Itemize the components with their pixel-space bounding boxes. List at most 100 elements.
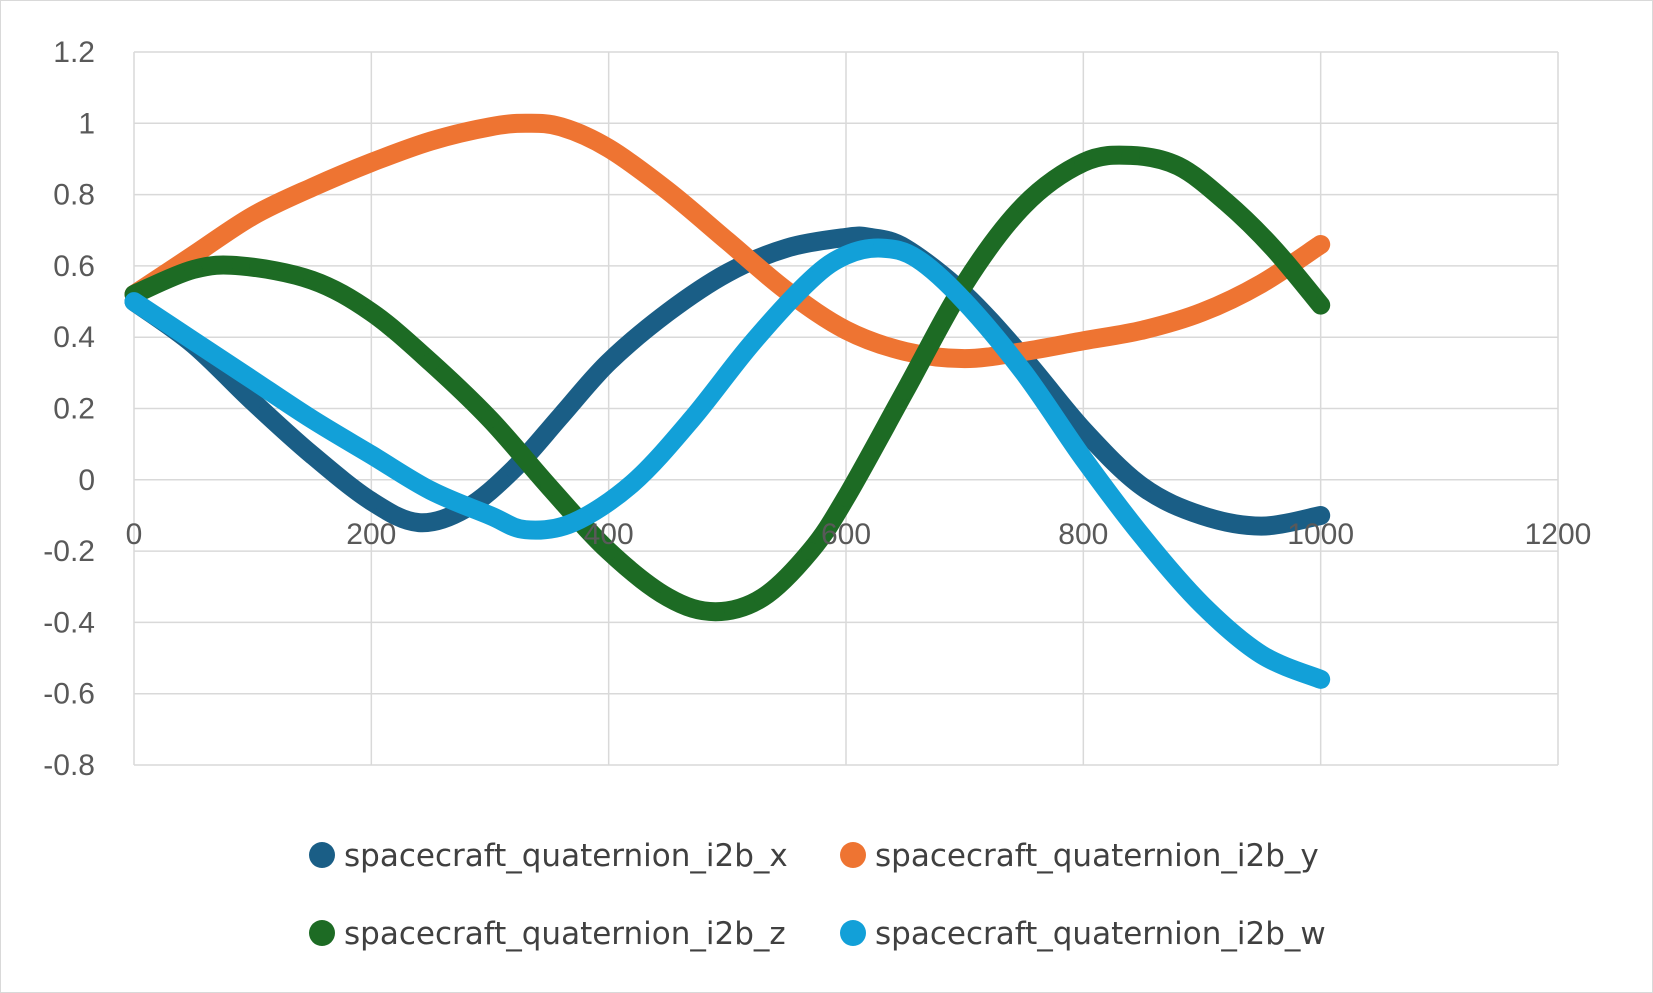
data-point xyxy=(1074,420,1093,439)
data-point xyxy=(1193,506,1211,525)
data-point xyxy=(1133,321,1152,340)
data-point xyxy=(540,477,559,496)
data-point xyxy=(896,342,915,361)
y-tick-label: 0.6 xyxy=(53,250,95,283)
gridlines xyxy=(133,51,1559,766)
data-point xyxy=(742,335,761,354)
data-point xyxy=(1252,274,1271,293)
data-point xyxy=(837,321,855,340)
data-point xyxy=(409,513,428,532)
data-point xyxy=(837,488,855,507)
data-point xyxy=(303,178,321,197)
data-point xyxy=(516,114,535,133)
data-point xyxy=(837,228,855,247)
y-tick-label: 1 xyxy=(78,107,95,140)
data-point xyxy=(623,474,642,493)
data-point xyxy=(362,445,381,464)
legend-item: spacecraft_quaternion_i2b_y xyxy=(840,838,1319,874)
data-point xyxy=(564,513,583,532)
data-point xyxy=(801,271,820,290)
data-point xyxy=(1074,153,1093,172)
data-point xyxy=(303,445,321,464)
data-point xyxy=(243,370,262,389)
legend-item: spacecraft_quaternion_i2b_z xyxy=(309,916,786,952)
series-lines xyxy=(124,113,1331,689)
data-point xyxy=(362,492,381,511)
data-point xyxy=(659,182,677,201)
data-point xyxy=(659,303,677,322)
data-point xyxy=(659,588,677,607)
data-point xyxy=(872,239,891,258)
data-point xyxy=(303,271,321,290)
data-point xyxy=(184,331,203,350)
data-point xyxy=(1311,296,1330,315)
data-point xyxy=(1193,303,1211,322)
data-point xyxy=(682,410,701,429)
data-point xyxy=(1264,239,1283,258)
data-point xyxy=(599,542,618,561)
y-tick-label: 0.4 xyxy=(53,321,95,354)
data-point xyxy=(1015,363,1033,382)
legend-marker xyxy=(309,920,335,946)
data-point xyxy=(1074,331,1093,350)
data-point xyxy=(421,132,440,151)
data-point xyxy=(243,392,262,411)
data-point xyxy=(303,410,321,429)
data-point xyxy=(1169,157,1188,176)
data-point xyxy=(362,303,381,322)
data-point xyxy=(1015,196,1033,215)
legend-marker xyxy=(840,842,866,868)
data-point xyxy=(777,239,796,258)
data-point xyxy=(1216,192,1235,211)
series-spacecraft_quaternion_i2b_z xyxy=(124,145,1331,622)
data-point xyxy=(231,256,250,275)
series-spacecraft_quaternion_i2b_w xyxy=(124,238,1331,689)
axis-tick-labels: 1.2 1 0.8 0.6 0.4 0.2 0 -0.2 -0.4 -0.6 -0.8 0 200 400… xyxy=(43,36,1591,782)
y-tick-label: 0.2 xyxy=(53,393,95,426)
data-point xyxy=(481,117,499,136)
y-tick-label: 0.8 xyxy=(53,179,95,212)
data-point xyxy=(481,506,499,525)
x-tick-label: 1200 xyxy=(1525,518,1592,551)
data-point xyxy=(718,231,737,250)
data-point xyxy=(362,153,381,172)
data-point xyxy=(481,410,499,429)
data-point xyxy=(908,249,927,268)
legend-item: spacecraft_quaternion_i2b_x xyxy=(309,838,788,874)
data-point xyxy=(753,588,772,607)
data-point xyxy=(516,520,535,539)
data-point xyxy=(706,602,725,621)
data-point xyxy=(955,349,974,368)
x-tick-label: 0 xyxy=(126,518,143,551)
x-tick-label: 1000 xyxy=(1287,518,1354,551)
legend-item: spacecraft_quaternion_i2b_w xyxy=(840,916,1326,952)
legend-label: spacecraft_quaternion_i2b_y xyxy=(875,838,1319,874)
legend-label: spacecraft_quaternion_i2b_x xyxy=(344,838,788,874)
data-point xyxy=(1133,477,1152,496)
legend: spacecraft_quaternion_i2b_x spacecraft_qu… xyxy=(309,838,1326,952)
x-tick-label: 600 xyxy=(821,518,871,551)
data-point xyxy=(896,381,915,400)
data-point xyxy=(552,406,571,425)
y-tick-label: 0 xyxy=(78,464,95,497)
data-point xyxy=(837,246,855,265)
data-point xyxy=(1311,235,1330,254)
data-point xyxy=(599,353,618,372)
data-point xyxy=(421,353,440,372)
legend-marker xyxy=(840,920,866,946)
data-point xyxy=(1193,595,1211,614)
x-tick-label: 200 xyxy=(346,518,396,551)
data-point xyxy=(801,542,820,561)
x-tick-label: 800 xyxy=(1058,518,1108,551)
data-point xyxy=(1121,146,1140,165)
data-point xyxy=(552,117,571,136)
series-line-2 xyxy=(124,113,1331,369)
x-tick-label: 400 xyxy=(584,518,634,551)
data-point xyxy=(1252,517,1271,536)
legend-label: spacecraft_quaternion_i2b_z xyxy=(344,916,786,952)
data-point xyxy=(955,292,974,311)
y-tick-label: -0.4 xyxy=(43,606,95,639)
data-point xyxy=(1311,670,1330,689)
y-tick-label: 1.2 xyxy=(53,36,95,69)
